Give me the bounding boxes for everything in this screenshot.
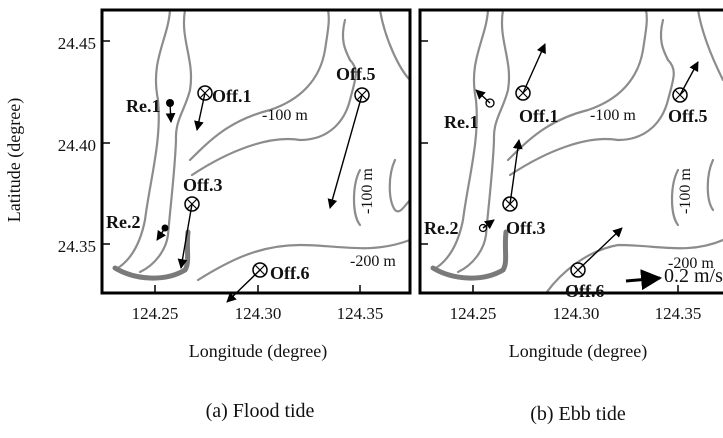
- x-tick-label: 124.35: [655, 304, 702, 323]
- scale-label: 0.2 m/s: [664, 265, 723, 287]
- current-arrow-off5: [679, 61, 699, 96]
- depth-label: -200 m: [350, 253, 396, 270]
- current-arrow-off5: [327, 94, 363, 209]
- current-arrow-off3: [509, 139, 523, 205]
- map-frame-b: [418, 8, 723, 295]
- station-label-off1: Off.1: [212, 86, 252, 106]
- current-arrow-off1: [194, 92, 206, 131]
- depth-label: -200 m: [668, 255, 714, 272]
- y-tick-label: 24.40: [58, 136, 96, 155]
- depth-label: -100 m: [359, 168, 376, 214]
- current-arrow-off6: [577, 227, 623, 271]
- coastline-map-a: [112, 10, 410, 282]
- station-label-off5: Off.5: [668, 106, 708, 126]
- station-label-off6: Off.6: [270, 263, 310, 283]
- depth-label: -100 m: [590, 107, 636, 124]
- station-label-re2: Re.2: [424, 218, 459, 238]
- depth-label: -100 m: [262, 107, 308, 124]
- scale-arrow: [625, 269, 663, 291]
- x-axis-label-b: Longitude (degree): [509, 341, 647, 362]
- current-arrow-off6: [226, 269, 261, 303]
- map-frame-a: [100, 8, 412, 295]
- station-label-off1: Off.1: [519, 106, 559, 126]
- current-arrow-off3: [177, 203, 193, 269]
- station-label-re2: Re.2: [106, 212, 141, 232]
- x-tick-label: 124.30: [553, 304, 600, 323]
- depth-label: -100 m: [677, 168, 694, 214]
- current-arrow-re1: [475, 89, 491, 104]
- station-label-re1: Re.1: [444, 112, 479, 132]
- caption-a: (a) Flood tide: [206, 400, 315, 422]
- x-tick-label: 124.35: [337, 304, 384, 323]
- station-label-re1: Re.1: [126, 96, 161, 116]
- y-axis-label: Latitude (degree): [4, 98, 25, 222]
- caption-b: (b) Ebb tide: [530, 403, 626, 425]
- x-tick-label: 124.25: [132, 304, 179, 323]
- x-tick-label: 124.25: [450, 304, 497, 323]
- y-tick-label: 24.45: [58, 34, 96, 53]
- current-arrow-re2: [482, 219, 495, 230]
- current-arrow-off1: [522, 43, 546, 94]
- station-label-off3: Off.3: [506, 218, 546, 238]
- station-label-off6: Off.6: [565, 281, 605, 301]
- x-tick-label: 124.30: [235, 304, 282, 323]
- current-arrow-re2: [156, 227, 166, 241]
- station-label-off5: Off.5: [336, 64, 376, 84]
- x-axis-label-a: Longitude (degree): [189, 341, 327, 362]
- panel-ebb-tide: Re.1 Off.1 Off.3 Re.2 Off.5 Off.6 -100 m…: [418, 8, 723, 425]
- station-label-off3: Off.3: [183, 175, 223, 195]
- y-tick-label: 24.35: [58, 237, 96, 256]
- current-arrow-re1: [165, 102, 176, 123]
- coastline-map-b: [430, 10, 723, 293]
- panel-flood-tide: Re.1 Off.1 Off.3 Re.2 Off.5 Off.6 -100 m…: [100, 8, 412, 422]
